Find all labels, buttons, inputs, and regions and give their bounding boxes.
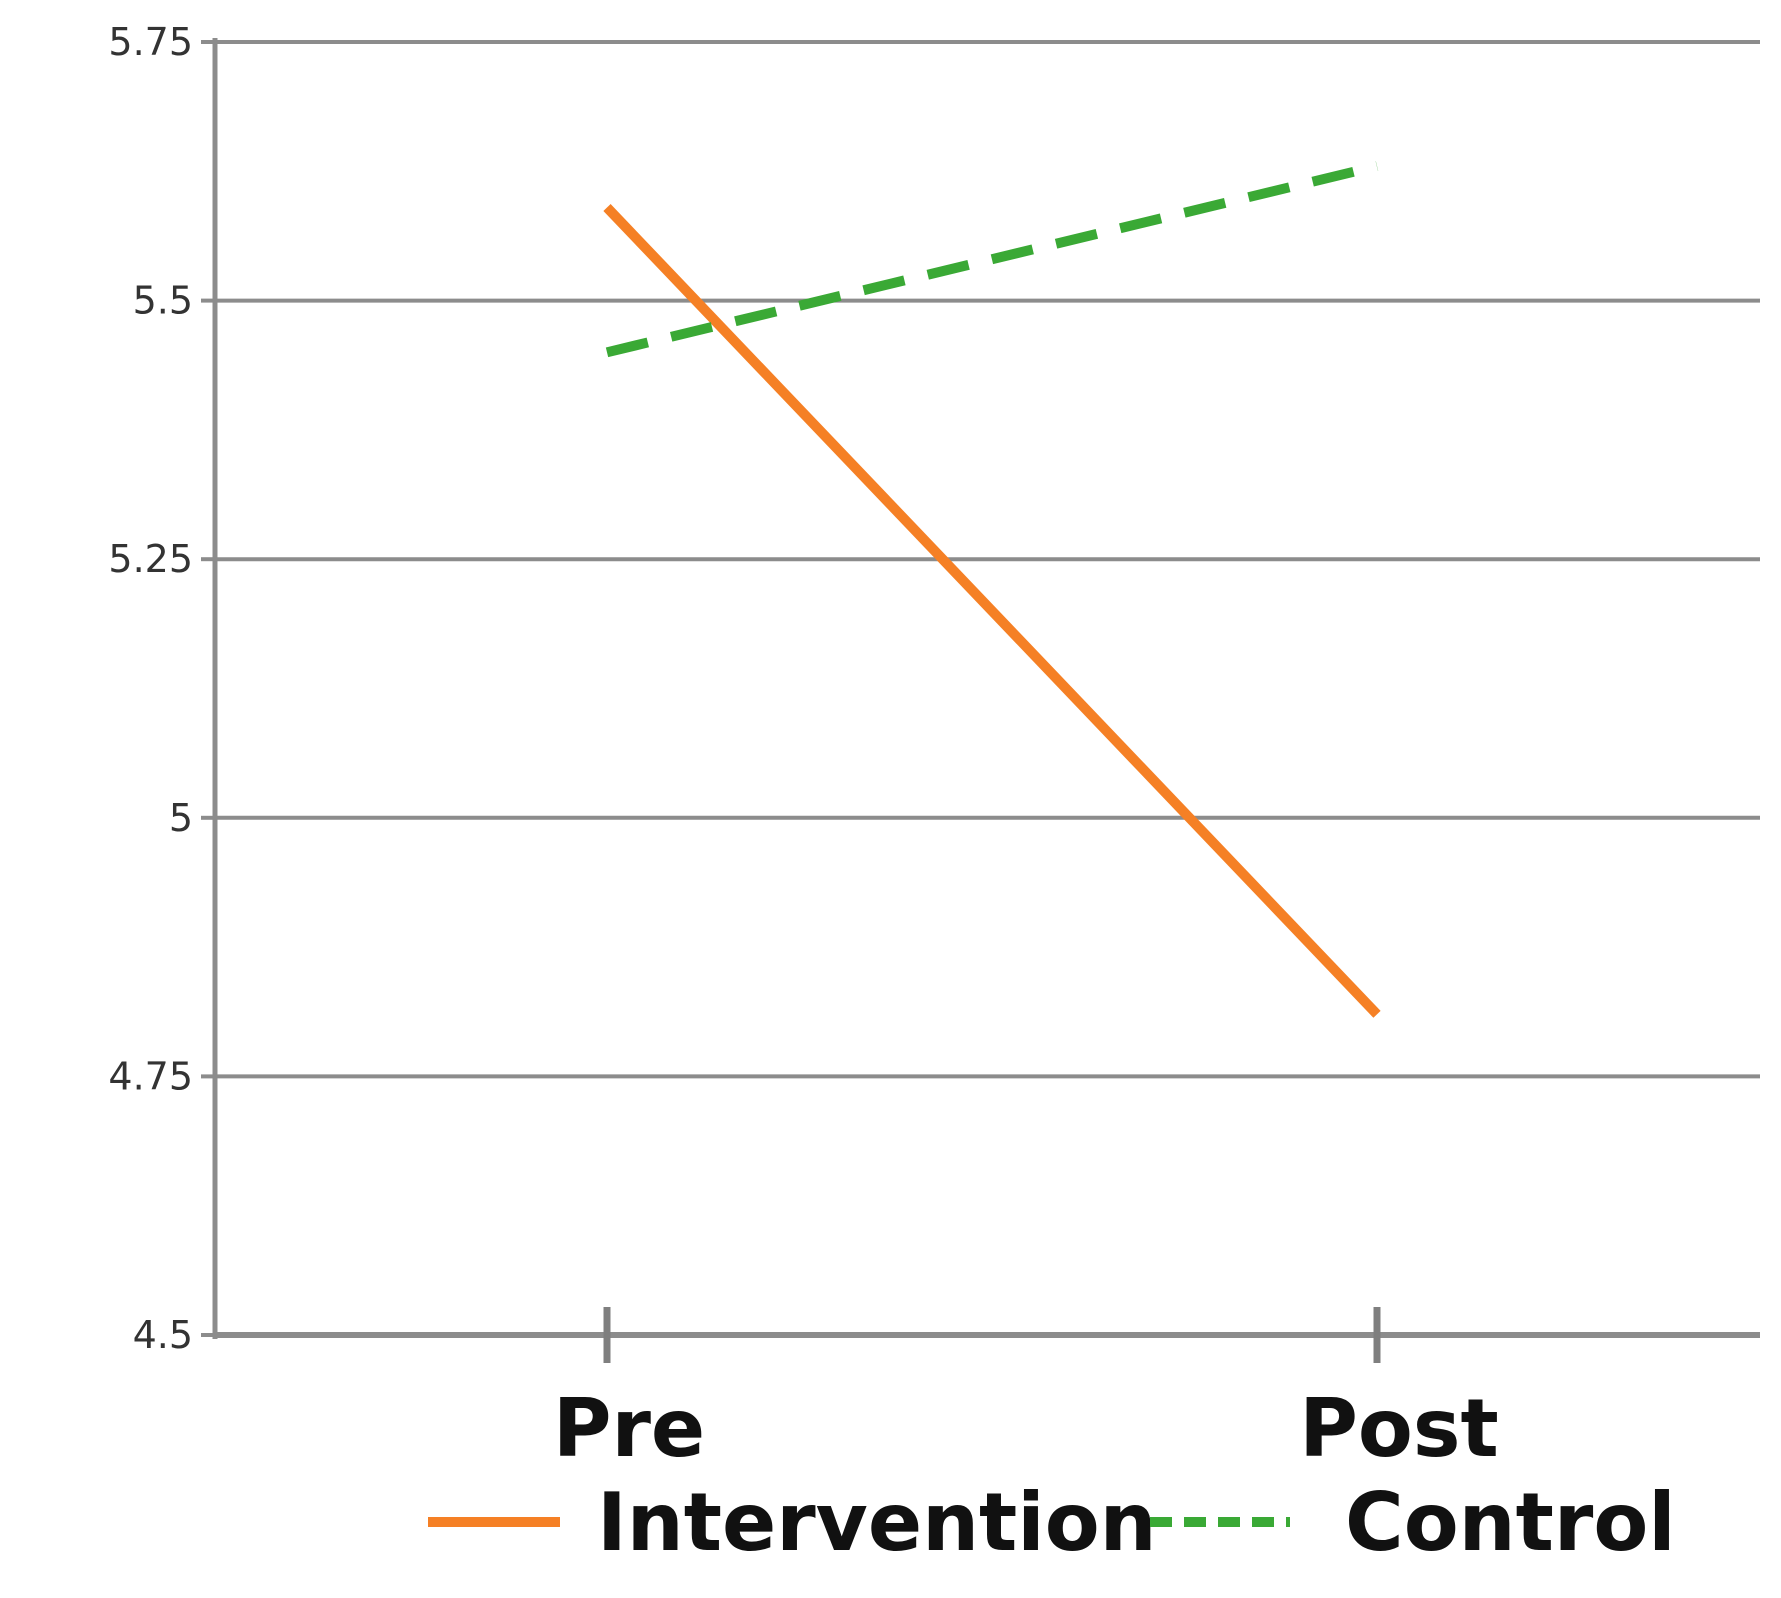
- legend-item-control: Control: [1150, 1476, 1676, 1569]
- y-axis-ticks: 4.5 4.75 5 5.25 5.5 5.75: [108, 20, 215, 1357]
- axes: [212, 38, 1760, 1339]
- series-line-intervention: [603, 204, 1381, 1018]
- y-tick-label: 4.75: [108, 1054, 193, 1098]
- gridlines: [215, 40, 1760, 1079]
- legend: Intervention Control: [428, 1476, 1676, 1569]
- x-axis-ticks: Pre Post: [553, 1307, 1499, 1475]
- legend-label-intervention: Intervention: [597, 1476, 1157, 1569]
- legend-label-control: Control: [1345, 1476, 1676, 1569]
- y-tick-label: 5.25: [108, 537, 193, 581]
- y-tick-label: 5: [169, 796, 193, 840]
- y-tick-label: 5.5: [133, 279, 193, 323]
- y-tick-label: 4.5: [133, 1313, 193, 1357]
- x-tick-label-post: Post: [1299, 1382, 1498, 1475]
- x-tick-label-pre: Pre: [553, 1382, 705, 1475]
- series-line-control: [605, 161, 1379, 358]
- legend-item-intervention: Intervention: [428, 1476, 1157, 1569]
- series-lines: [603, 161, 1381, 1018]
- y-tick-label: 5.75: [108, 20, 193, 64]
